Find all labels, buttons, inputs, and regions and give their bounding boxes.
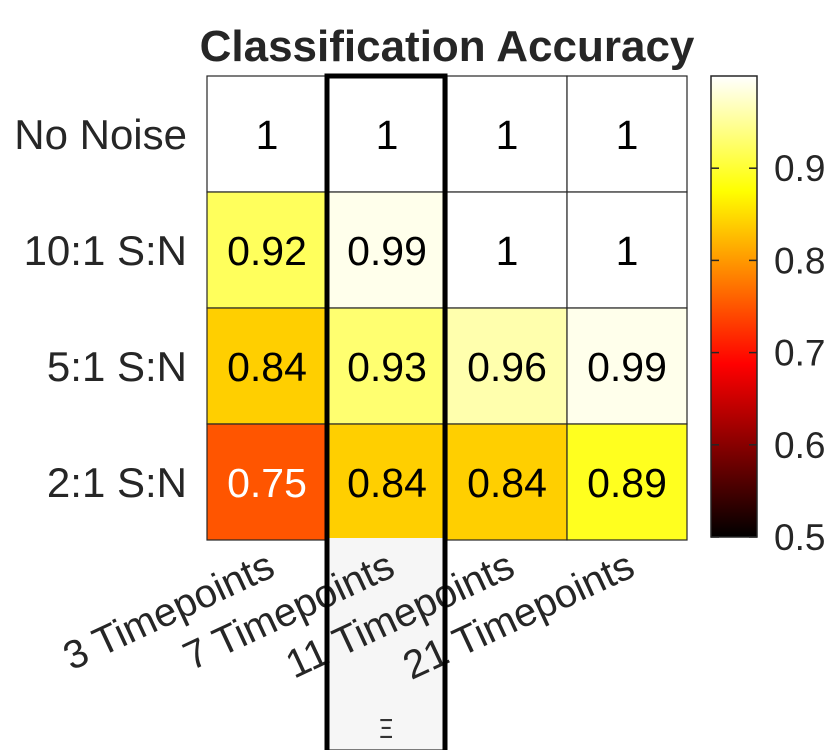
column-highlight-box [324, 73, 448, 750]
highlight-box-fill [327, 538, 445, 750]
heatmap-cell [446, 75, 568, 193]
cell-value-label: 0.84 [467, 460, 547, 506]
heatmap-cell [566, 75, 688, 193]
heatmap-cell [206, 191, 328, 309]
cell-value-label: 1 [616, 112, 639, 158]
colorbar-tick-label: 0.5 [774, 517, 825, 558]
colorbar-tick-label: 0.9 [774, 148, 825, 189]
heatmap-cell [566, 191, 688, 309]
heatmap-cell [566, 423, 688, 541]
heatmap-cell-labels: 1 1 1 1 0.92 0.99 1 1 0.84 0.93 0.96 0.99 0.75 0.84 0.… [227, 112, 667, 506]
row-label: 5:1 S:N [47, 343, 187, 390]
menu-icon[interactable]: Ξ [378, 715, 394, 745]
heatmap-cell [326, 191, 448, 309]
colorbar-tick-label: 0.7 [774, 333, 825, 374]
heatmap-cell [446, 423, 568, 541]
colorbar [710, 75, 758, 538]
cell-value-label: 0.92 [227, 228, 307, 274]
cell-value-label: 0.96 [467, 344, 547, 390]
row-label: 2:1 S:N [47, 459, 187, 506]
heatmap-cell [206, 423, 328, 541]
row-labels: No Noise 10:1 S:N 5:1 S:N 2:1 S:N [14, 111, 187, 506]
colorbar-tick-label: 0.8 [774, 240, 825, 281]
cell-value-label: 0.75 [227, 460, 307, 506]
colorbar-ticks: 0.5 0.6 0.7 0.8 0.9 [711, 148, 825, 558]
cell-value-label: 1 [376, 112, 399, 158]
cell-value-label: 0.84 [227, 344, 307, 390]
row-label: 10:1 S:N [24, 227, 187, 274]
cell-value-label: 0.84 [347, 460, 427, 506]
colorbar-tick-label: 0.6 [774, 425, 825, 466]
chart-title: Classification Accuracy [200, 22, 695, 71]
heatmap-cells [206, 75, 688, 541]
cell-value-label: 0.99 [347, 228, 427, 274]
cell-value-label: 0.89 [587, 460, 667, 506]
cell-value-label: 0.99 [587, 344, 667, 390]
cell-value-label: 1 [496, 112, 519, 158]
heatmap-cell [326, 75, 448, 193]
row-label: No Noise [14, 111, 187, 158]
cell-value-label: 0.93 [347, 344, 427, 390]
cell-value-label: 1 [496, 228, 519, 274]
cell-value-label: 1 [256, 112, 279, 158]
cell-value-label: 1 [616, 228, 639, 274]
heatmap-cell [566, 307, 688, 425]
heatmap-cell [326, 307, 448, 425]
heatmap-cell [326, 423, 448, 541]
heatmap-cell [206, 75, 328, 193]
